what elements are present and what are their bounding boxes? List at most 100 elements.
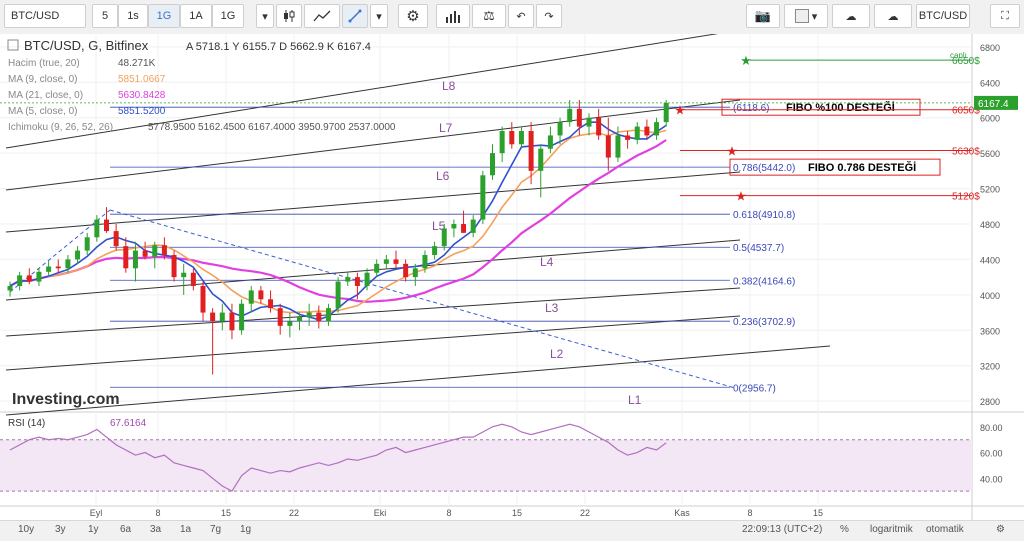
square-icon bbox=[794, 9, 809, 23]
chart-area[interactable]: 2800 3200 3600 4000 4400 4800 5200 5600 6000 6400… bbox=[0, 29, 1024, 520]
fullscreen-icon: ⛶ bbox=[1001, 9, 1009, 22]
candle-body bbox=[518, 131, 524, 145]
candle-body bbox=[451, 224, 457, 229]
candle-body bbox=[499, 131, 505, 154]
candle-body bbox=[123, 246, 129, 269]
x-tick-label: 15 bbox=[512, 508, 522, 518]
x-tick-label: 22 bbox=[289, 508, 299, 518]
candle-body bbox=[84, 237, 90, 251]
channel-line bbox=[5, 287, 741, 337]
candle-body bbox=[654, 122, 660, 136]
range-3y[interactable]: 3y bbox=[55, 524, 66, 535]
candle-type-icon[interactable] bbox=[276, 4, 302, 28]
drawing-tools-button[interactable] bbox=[342, 4, 368, 28]
candle-body bbox=[239, 303, 245, 331]
log-toggle[interactable]: logaritmik bbox=[870, 524, 913, 535]
undo-button[interactable]: ↶ bbox=[508, 4, 534, 28]
price-chart[interactable]: 2800 3200 3600 4000 4400 4800 5200 5600 6000 6400… bbox=[0, 29, 1024, 520]
candle-body bbox=[152, 245, 158, 257]
y-tick-label: 5200 bbox=[980, 185, 1000, 195]
redo-button[interactable]: ↷ bbox=[536, 4, 562, 28]
fullscreen-button[interactable]: ⛶ bbox=[990, 4, 1020, 28]
drawing-icon bbox=[348, 9, 362, 23]
range-3a[interactable]: 3a bbox=[150, 524, 162, 535]
candle-body bbox=[297, 317, 302, 322]
annotation-text: FIBO 0.786 DESTEĞİ bbox=[808, 161, 916, 174]
candle-body bbox=[470, 219, 476, 233]
symbol-label: BTC/USD bbox=[11, 10, 60, 22]
range-1y[interactable]: 1y bbox=[88, 524, 99, 535]
annotation-box bbox=[721, 98, 921, 116]
x-tick-label: Eki bbox=[374, 508, 387, 518]
rsi-value: 67.6164 bbox=[110, 418, 147, 429]
snapshot-button[interactable]: 📷 bbox=[746, 4, 780, 28]
indicator-label: MA (21, close, 0) bbox=[8, 90, 83, 101]
percent-toggle[interactable]: % bbox=[840, 524, 849, 535]
channel-label: L3 bbox=[545, 301, 559, 315]
ohlc-values: A 5718.1 Y 6155.7 D 5662.9 K 6167.4 bbox=[186, 41, 371, 53]
chevron-down-icon[interactable]: ▾ bbox=[256, 4, 274, 28]
symbol-selector[interactable]: BTC/USD bbox=[916, 4, 970, 28]
volume-button[interactable] bbox=[436, 4, 470, 28]
channel-label: L2 bbox=[550, 347, 564, 361]
candle-body bbox=[576, 108, 582, 127]
indicators-button[interactable] bbox=[304, 4, 340, 28]
indicator-label: Ichimoku (9, 26, 52, 26) bbox=[8, 122, 113, 133]
y-tick-label: 6400 bbox=[980, 78, 1000, 88]
candle-body bbox=[17, 275, 23, 286]
gear-icon[interactable]: ⚙ bbox=[996, 524, 1005, 535]
channel-label: L4 bbox=[540, 255, 554, 269]
interval-1a[interactable]: 1A bbox=[180, 4, 212, 28]
candle-body bbox=[171, 255, 177, 278]
fib-label: 0.5(4537.7) bbox=[733, 243, 784, 254]
range-10y[interactable]: 10y bbox=[18, 524, 35, 535]
candle-body bbox=[586, 117, 592, 127]
indicator-value: 5630.8428 bbox=[118, 90, 166, 101]
candle-body bbox=[46, 266, 52, 272]
fib-label: 0(2956.7) bbox=[733, 383, 776, 394]
interval-1g[interactable]: 1G bbox=[212, 4, 244, 28]
interval-1g-active[interactable]: 1G bbox=[148, 4, 180, 28]
camera-icon: 📷 bbox=[754, 8, 772, 23]
auto-toggle[interactable]: otomatik bbox=[926, 524, 964, 535]
candle-body bbox=[55, 266, 61, 269]
settings-button[interactable]: ⚙ bbox=[398, 4, 428, 28]
candle-body bbox=[547, 135, 553, 149]
symbol-input[interactable]: BTC/USD bbox=[4, 4, 86, 28]
collapse-box bbox=[7, 39, 19, 51]
channel-line bbox=[5, 345, 831, 416]
interval-label: 1s bbox=[127, 10, 139, 22]
candle-body bbox=[615, 135, 621, 158]
line-chart-icon bbox=[313, 10, 331, 22]
top-toolbar: BTC/USD 5 1s 1G 1A 1G ▾ ▾ ⚙ ⚖ ↶ ↷ 📷 ▾ ☁ … bbox=[0, 0, 1024, 35]
candle-body bbox=[277, 308, 283, 326]
compare-button[interactable]: ⚖ bbox=[472, 4, 506, 28]
save-cloud-button[interactable]: ☁ bbox=[874, 4, 912, 28]
x-tick-label: 15 bbox=[813, 508, 823, 518]
range-7g[interactable]: 7g bbox=[210, 524, 222, 535]
interval-5[interactable]: 5 bbox=[92, 4, 118, 28]
candle-body bbox=[7, 286, 13, 291]
range-1g[interactable]: 1g bbox=[240, 524, 252, 535]
color-button[interactable]: ▾ bbox=[784, 4, 828, 28]
fib-label: 0.236(3702.9) bbox=[733, 317, 795, 328]
candle-body bbox=[374, 263, 380, 273]
candles-icon bbox=[284, 10, 295, 22]
candle-body bbox=[634, 126, 640, 140]
candle-body bbox=[335, 281, 341, 309]
load-cloud-button[interactable]: ☁ bbox=[832, 4, 870, 28]
range-1a[interactable]: 1a bbox=[180, 524, 192, 535]
indicator-value: 5851.0667 bbox=[118, 74, 166, 85]
chevron-down-icon[interactable]: ▾ bbox=[370, 4, 388, 28]
range-6a[interactable]: 6a bbox=[120, 524, 132, 535]
indicator-label: MA (5, close, 0) bbox=[8, 106, 77, 117]
candle-body bbox=[316, 312, 322, 322]
candle-body bbox=[219, 312, 225, 322]
candle-body bbox=[509, 131, 515, 145]
candle-body bbox=[567, 108, 573, 123]
rsi-tick-label: 60.00 bbox=[980, 449, 1003, 459]
interval-1s[interactable]: 1s bbox=[118, 4, 148, 28]
y-tick-label: 2800 bbox=[980, 397, 1000, 407]
channel-line bbox=[5, 171, 741, 233]
x-tick-label: 8 bbox=[155, 508, 160, 518]
